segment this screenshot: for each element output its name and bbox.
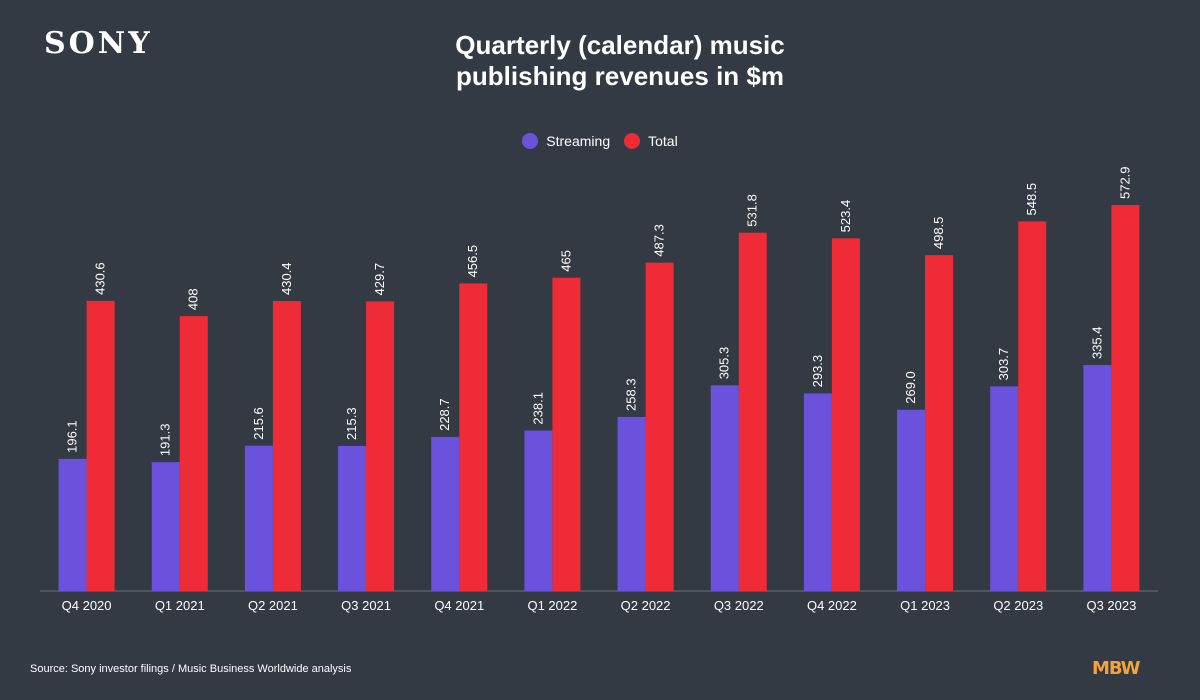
bar-total[interactable] — [1018, 221, 1047, 591]
legend-item-streaming[interactable]: Streaming — [522, 133, 610, 149]
data-label-streaming: 303.7 — [996, 348, 1011, 381]
data-label-total: 572.9 — [1117, 166, 1132, 199]
legend-item-total[interactable]: Total — [624, 133, 678, 149]
data-label-streaming: 258.3 — [624, 378, 639, 411]
data-label-total: 487.3 — [652, 224, 667, 257]
bar-total[interactable] — [86, 300, 115, 591]
data-label-total: 531.8 — [745, 194, 760, 227]
bar-streaming[interactable] — [1083, 365, 1112, 591]
x-tick-label: Q4 2020 — [62, 598, 112, 613]
bar-streaming[interactable] — [58, 458, 87, 591]
bar-total[interactable] — [552, 277, 581, 591]
chart-title-line-1: Quarterly (calendar) music — [455, 30, 785, 60]
bar-streaming[interactable] — [338, 445, 367, 591]
source-note: Source: Sony investor filings / Music Bu… — [30, 663, 352, 675]
data-label-total: 465 — [558, 250, 573, 272]
chart-title-line-2: publishing revenues in $m — [456, 61, 784, 91]
legend-label-streaming: Streaming — [546, 133, 611, 149]
bar-streaming[interactable] — [617, 416, 646, 591]
data-label-total: 430.6 — [93, 262, 108, 295]
x-tick-label: Q4 2022 — [807, 598, 857, 613]
data-label-total: 430.4 — [279, 262, 294, 295]
chart-legend: Streaming Total — [0, 133, 1200, 149]
x-tick-label: Q1 2022 — [527, 598, 577, 613]
chart-title: Quarterly (calendar) music publishing re… — [330, 30, 910, 92]
data-label-total: 548.5 — [1024, 183, 1039, 216]
legend-dot-total — [624, 133, 641, 149]
x-tick-label: Q3 2022 — [714, 598, 764, 613]
bar-total[interactable] — [1111, 205, 1140, 591]
data-label-streaming: 196.1 — [65, 420, 80, 453]
data-label-total: 456.5 — [465, 245, 480, 278]
bar-total[interactable] — [831, 238, 860, 591]
x-tick-label: Q3 2023 — [1086, 598, 1136, 613]
data-label-streaming: 269.0 — [903, 371, 918, 404]
sony-logo: SONY — [44, 26, 153, 61]
bar-streaming[interactable] — [897, 409, 926, 591]
bar-streaming[interactable] — [151, 462, 180, 591]
data-label-streaming: 293.3 — [810, 355, 825, 388]
data-label-streaming: 228.7 — [437, 398, 452, 431]
bar-streaming[interactable] — [244, 445, 273, 591]
data-label-streaming: 238.1 — [530, 392, 545, 425]
x-tick-label: Q1 2021 — [155, 598, 205, 613]
x-tick-label: Q4 2021 — [434, 598, 484, 613]
bar-streaming[interactable] — [524, 430, 553, 591]
bar-total[interactable] — [645, 262, 674, 591]
data-label-total: 408 — [186, 288, 201, 310]
data-label-streaming: 305.3 — [717, 347, 732, 380]
legend-dot-streaming — [522, 133, 539, 149]
bar-streaming[interactable] — [803, 393, 832, 591]
x-tick-label: Q2 2022 — [621, 598, 671, 613]
data-label-streaming: 335.4 — [1089, 326, 1104, 359]
data-label-streaming: 215.3 — [344, 407, 359, 440]
data-label-total: 498.5 — [931, 217, 946, 250]
bar-total[interactable] — [366, 301, 395, 591]
bar-total[interactable] — [925, 255, 954, 591]
x-tick-label: Q2 2023 — [993, 598, 1043, 613]
bar-total[interactable] — [738, 232, 767, 591]
data-label-streaming: 191.3 — [158, 424, 173, 457]
x-tick-label: Q2 2021 — [248, 598, 298, 613]
bar-total[interactable] — [459, 283, 488, 591]
x-tick-label: Q1 2023 — [900, 598, 950, 613]
data-label-total: 523.4 — [838, 200, 853, 233]
data-label-total: 429.7 — [372, 263, 387, 296]
legend-label-total: Total — [648, 133, 678, 149]
bar-total[interactable] — [272, 301, 301, 591]
mbw-logo: MBW — [1092, 658, 1141, 679]
data-label-streaming: 215.6 — [251, 407, 266, 440]
x-tick-label: Q3 2021 — [341, 598, 391, 613]
bar-streaming[interactable] — [431, 436, 460, 591]
bar-total[interactable] — [179, 316, 208, 591]
bar-streaming[interactable] — [710, 385, 739, 591]
bar-streaming[interactable] — [990, 386, 1019, 591]
